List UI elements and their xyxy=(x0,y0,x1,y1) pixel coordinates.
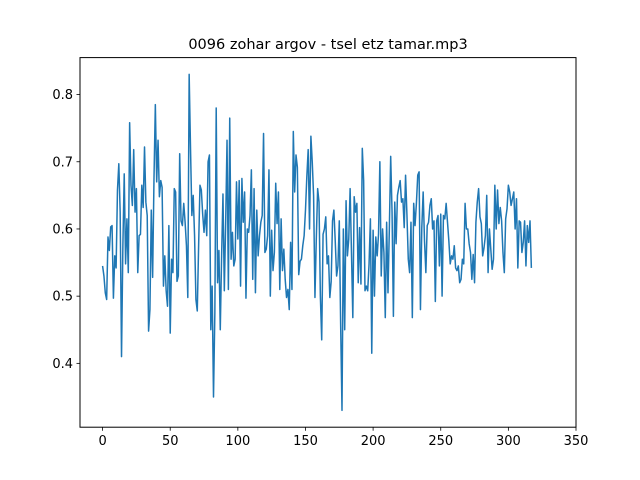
y-tick-label: 0.6 xyxy=(52,222,73,237)
x-axis: 0 50 100 150 200 250 300 350 xyxy=(98,427,588,449)
y-tick-label: 0.8 xyxy=(52,88,73,103)
y-tick-label: 0.4 xyxy=(52,357,73,372)
plot-frame xyxy=(79,57,577,428)
series-line-0 xyxy=(101,73,533,412)
x-tick-label: 50 xyxy=(162,434,179,449)
y-tick-label: 0.7 xyxy=(52,155,73,170)
x-tick-label: 150 xyxy=(293,434,318,449)
x-tick-label: 300 xyxy=(496,434,521,449)
x-tick-label: 250 xyxy=(428,434,453,449)
x-tick-label: 350 xyxy=(564,434,589,449)
y-tick-label: 0.5 xyxy=(52,290,73,305)
x-tick-label: 100 xyxy=(225,434,250,449)
chart-title: 0096 zohar argov - tsel etz tamar.mp3 xyxy=(188,37,467,53)
plot-area xyxy=(101,73,533,412)
x-tick-label: 200 xyxy=(361,434,386,449)
x-tick-label: 0 xyxy=(98,434,106,449)
y-axis: 0.4 0.5 0.6 0.7 0.8 xyxy=(52,88,80,372)
